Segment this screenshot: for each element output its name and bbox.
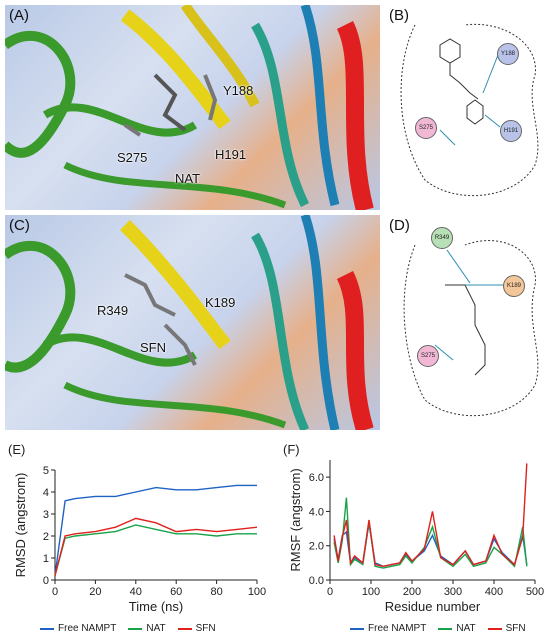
residue-label-y188: Y188 (223, 83, 254, 98)
interaction-diagram-b: (B) Y188 S275 H191 (385, 5, 545, 210)
legend-f: Free NAMPT NAT SFN (350, 623, 526, 634)
x-tick-label: 500 (526, 586, 544, 598)
rmsd-chart: (E) 0 20 40 60 80 100 0 1 2 3 4 5 Time (ns) RMSD (angs… (8, 442, 266, 614)
residue-label-h191: H191 (215, 147, 247, 162)
structure-panel-c: (C) R349 K189 SFN (5, 215, 380, 430)
residue-label-s275: S275 (117, 150, 148, 165)
x-tick-label: 300 (444, 586, 462, 598)
panel-label-a: (A) (9, 7, 29, 24)
x-tick-label: 0 (327, 586, 333, 598)
legend-swatch-free (40, 627, 54, 630)
node-s275: S275 (417, 345, 439, 367)
protein-render-c (5, 215, 374, 430)
residue-label-k189: K189 (205, 295, 236, 310)
x-tick-label: 100 (362, 586, 380, 598)
panel-label-chartF: (F) (283, 442, 300, 457)
rmsf-chart: (F) 0 100 200 300 400 500 0.0 2.0 4.0 6.0 Residue n… (283, 442, 544, 614)
legend-swatch-free-f (350, 627, 364, 630)
y-tick-label: 2.0 (309, 541, 324, 553)
node-r349: R349 (431, 227, 453, 249)
panel-label-c: (C) (9, 217, 30, 234)
diagram-d-drawing (403, 240, 539, 417)
y-tick-label: 2 (43, 531, 49, 543)
y-axis-label: RMSF (angstrom) (288, 468, 303, 571)
series-line-nat (333, 497, 528, 569)
y-tick-label: 4.0 (309, 506, 324, 518)
legend-swatch-sfn (177, 627, 192, 630)
x-tick-label: 20 (89, 586, 101, 598)
y-tick-label: 3 (43, 509, 49, 521)
y-tick-label: 1 (43, 553, 49, 565)
x-tick-label: 60 (170, 586, 182, 598)
panel-label-d: (D) (389, 217, 410, 234)
node-k189: K189 (503, 275, 525, 297)
series-line-nat (54, 524, 257, 576)
legend-item-nat-f: NAT (456, 623, 476, 634)
legend-item-sfn-f: SFN (505, 623, 526, 634)
y-tick-label: 0.0 (309, 575, 324, 587)
diagram-b-drawing (400, 23, 539, 197)
y-tick-label: 5 (43, 465, 49, 477)
x-tick-label: 200 (403, 586, 421, 598)
legend-item-sfn: SFN (195, 623, 216, 634)
rmsf-chart-panel: (F) 0 100 200 300 400 500 0.0 2.0 4.0 6.0 Residue n… (275, 440, 550, 642)
y-tick-label: 4 (43, 487, 49, 499)
protein-render-a (5, 5, 374, 210)
y-tick-label: 6.0 (309, 472, 324, 484)
residue-label-r349: R349 (97, 303, 129, 318)
panel-label-b: (B) (389, 7, 409, 24)
structure-panel-a: (A) Y188 S275 H191 NAT (5, 5, 380, 210)
x-tick-label: 40 (130, 586, 142, 598)
y-tick-label: 0 (43, 575, 49, 587)
series-line-free-nampt (54, 484, 257, 576)
legend-swatch-sfn-f (487, 627, 502, 630)
rmsd-chart-panel: (E) 0 20 40 60 80 100 0 1 2 3 4 5 Time (ns) RMSD (angs… (0, 440, 272, 642)
legend-item-free-f: Free NAMPT (368, 623, 427, 634)
x-tick-label: 100 (248, 586, 266, 598)
series-line-sfn (333, 463, 528, 568)
x-tick-label: 400 (485, 586, 503, 598)
legend-item-free: Free NAMPT (58, 623, 117, 634)
ligand-label-sfn: SFN (140, 340, 166, 355)
legend-swatch-nat (128, 627, 143, 630)
legend-item-nat: NAT (146, 623, 166, 634)
y-axis-label: RMSD (angstrom) (13, 473, 28, 578)
node-s275: S275 (415, 117, 437, 139)
legend-swatch-nat-f (438, 627, 453, 630)
x-tick-label: 80 (210, 586, 222, 598)
panel-label-chartE: (E) (8, 442, 25, 457)
legend-e: Free NAMPT NAT SFN (40, 623, 216, 634)
ligand-label-nat: NAT (175, 171, 201, 186)
series-line-sfn (54, 517, 258, 576)
x-axis-label: Time (ns) (129, 599, 183, 614)
node-y188: Y188 (497, 43, 519, 65)
x-tick-label: 0 (52, 586, 58, 598)
interaction-diagram-d: (D) R349 K189 S275 (385, 215, 545, 430)
x-axis-label: Residue number (385, 599, 481, 614)
node-h191: H191 (500, 120, 522, 142)
